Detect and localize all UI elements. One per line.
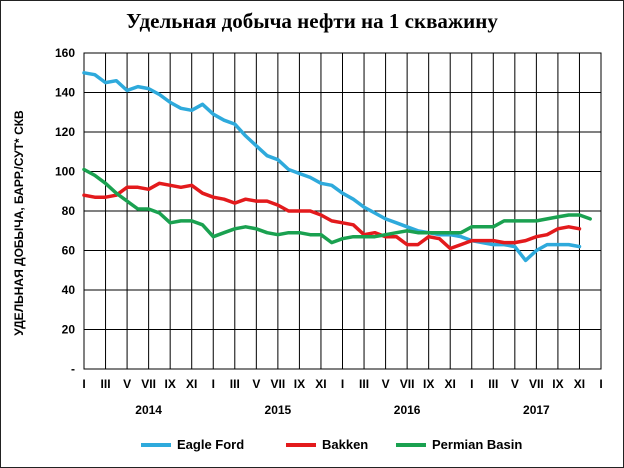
y-axis-label: УДЕЛЬНАЯ ДОБЫЧА, БАРР./СУТ* СКВ — [12, 110, 26, 336]
legend-label: Permian Basin — [432, 437, 523, 452]
x-tick-label: VII — [271, 377, 286, 391]
x-year-label: 2014 — [135, 403, 162, 417]
x-tick-label: III — [359, 377, 369, 391]
chart-title: Удельная добыча нефти на 1 скважину — [126, 9, 498, 33]
x-tick-label: XI — [574, 377, 585, 391]
x-tick-label: VII — [141, 377, 156, 391]
y-tick-label: 60 — [62, 244, 76, 258]
x-tick-label: VII — [400, 377, 415, 391]
x-tick-label: I — [341, 377, 344, 391]
legend-label: Bakken — [322, 437, 369, 452]
x-tick-label: I — [82, 377, 85, 391]
x-year-label: 2017 — [523, 403, 550, 417]
y-tick-label: 120 — [55, 125, 75, 139]
y-tick-label: 160 — [55, 46, 75, 60]
legend-item: Eagle Ford — [141, 437, 244, 452]
x-tick-label: V — [382, 377, 390, 391]
legend-label: Eagle Ford — [177, 437, 245, 452]
x-tick-label: XI — [315, 377, 326, 391]
x-tick-label: IX — [552, 377, 563, 391]
x-tick-label: III — [488, 377, 498, 391]
legend-swatch — [396, 442, 426, 447]
x-tick-label: IX — [423, 377, 434, 391]
x-tick-label: V — [123, 377, 131, 391]
y-tick-label: 80 — [62, 204, 76, 218]
x-tick-label: XI — [445, 377, 456, 391]
x-tick-label: III — [230, 377, 240, 391]
y-tick-label: 40 — [62, 283, 76, 297]
legend-item: Permian Basin — [396, 437, 522, 452]
y-tick-label: - — [71, 362, 75, 376]
x-tick-label: I — [599, 377, 602, 391]
series-line-permian-basin — [82, 167, 592, 245]
x-year-label: 2015 — [265, 403, 292, 417]
x-tick-label: VII — [529, 377, 544, 391]
x-tick-label: IX — [164, 377, 175, 391]
series-line-eagle-ford — [82, 71, 582, 263]
legend: Eagle Ford Bakken Permian Basin — [141, 437, 561, 459]
x-tick-label: V — [511, 377, 519, 391]
x-tick-label: XI — [186, 377, 197, 391]
x-tick-label: I — [212, 377, 215, 391]
x-tick-label: V — [252, 377, 260, 391]
x-year-label: 2016 — [394, 403, 421, 417]
x-tick-label: I — [470, 377, 473, 391]
x-tick-label: III — [101, 377, 111, 391]
legend-swatch — [286, 442, 316, 447]
legend-item: Bakken — [286, 437, 368, 452]
series-line-bakken — [82, 181, 582, 251]
y-tick-label: 100 — [55, 165, 75, 179]
y-tick-label: 20 — [62, 323, 76, 337]
x-tick-label: IX — [294, 377, 305, 391]
legend-swatch — [141, 442, 171, 447]
y-tick-label: 140 — [55, 86, 75, 100]
